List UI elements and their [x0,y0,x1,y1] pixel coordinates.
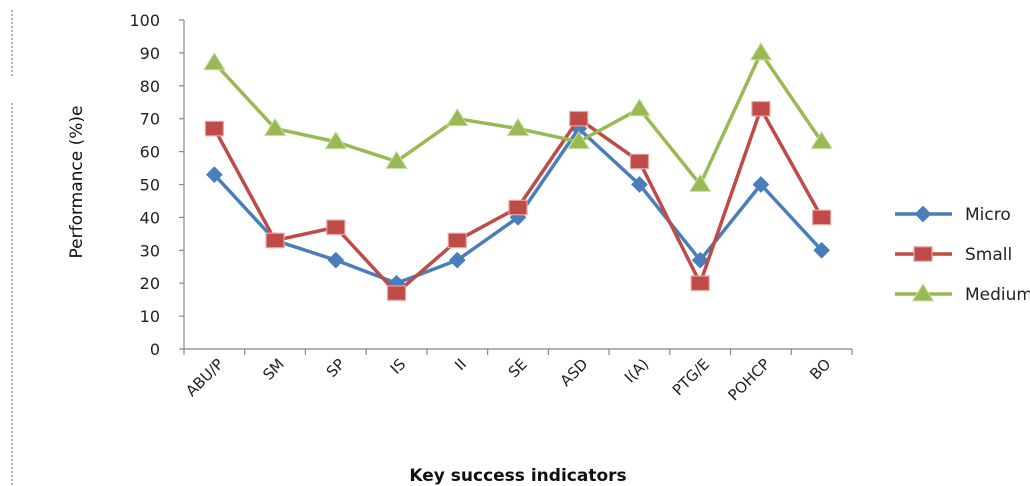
x-category-label: II [451,355,470,374]
y-tick-label: 40 [140,208,160,227]
y-axis: 0 10 20 30 40 50 60 70 80 90 100 [129,11,185,359]
data-point [324,130,348,150]
data-point [265,232,285,249]
data-point [812,209,832,226]
legend-marker [914,205,932,223]
data-point [810,130,833,150]
data-point [688,173,712,192]
series-small [204,101,832,301]
x-axis-title: Key success indicators [409,466,626,486]
series-medium [203,42,833,192]
legend-marker [911,283,935,302]
y-tick-label: 90 [140,44,160,63]
data-point [327,251,345,269]
y-tick-label: 30 [140,241,160,260]
data-point [569,110,589,127]
x-category-label: IS [387,355,410,378]
data-point [629,153,650,170]
data-point [690,275,710,291]
legend-label: Medium [965,285,1030,305]
data-point [204,120,224,137]
data-point [448,251,466,269]
data-point [508,199,528,216]
data-point [263,117,287,136]
data-point [631,176,648,193]
x-category-label: ASD [557,355,592,390]
series-lines [203,42,833,301]
legend-item: Micro [895,205,1011,225]
y-tick-label: 0 [150,340,160,359]
y-tick-label: 50 [140,176,160,195]
x-category-label: PTG/E [669,355,713,399]
y-tick-label: 80 [140,77,160,96]
y-tick-label: 70 [140,110,160,129]
data-point [326,219,346,236]
data-point [386,285,407,301]
data-point [385,150,408,169]
y-axis-title: Performance (%)e [67,105,87,258]
data-point [567,130,591,150]
legend-label: Small [965,245,1012,265]
data-point [752,176,770,193]
data-point [447,232,467,249]
x-category-label: POHCP [724,355,773,404]
x-axis: ABU/P SM SP IS II SE ASD I(A) PTG/E POHCP BO [182,348,853,404]
data-point [445,107,469,127]
x-category-label: SP [323,355,349,381]
data-point [203,51,226,71]
data-point [206,166,223,183]
data-point [751,101,771,117]
data-point [749,42,773,61]
legend-marker [913,246,933,262]
legend-label: Micro [965,205,1011,225]
y-tick-label: 100 [129,11,160,30]
y-tick-label: 10 [140,307,160,326]
x-category-label: SM [259,355,288,384]
x-category-label: SE [505,355,531,381]
data-point [506,117,530,136]
legend: Micro Small Medium [895,205,1030,305]
y-tick-label: 60 [140,143,160,162]
legend-item: Small [895,245,1012,265]
y-tick-label: 20 [140,274,160,293]
legend-item: Medium [895,283,1030,305]
data-point [813,241,830,259]
x-category-label: BO [806,355,834,383]
data-point [628,97,651,117]
x-category-label: ABU/P [182,355,227,400]
data-point [691,251,709,269]
x-category-label: I(A) [621,355,652,386]
